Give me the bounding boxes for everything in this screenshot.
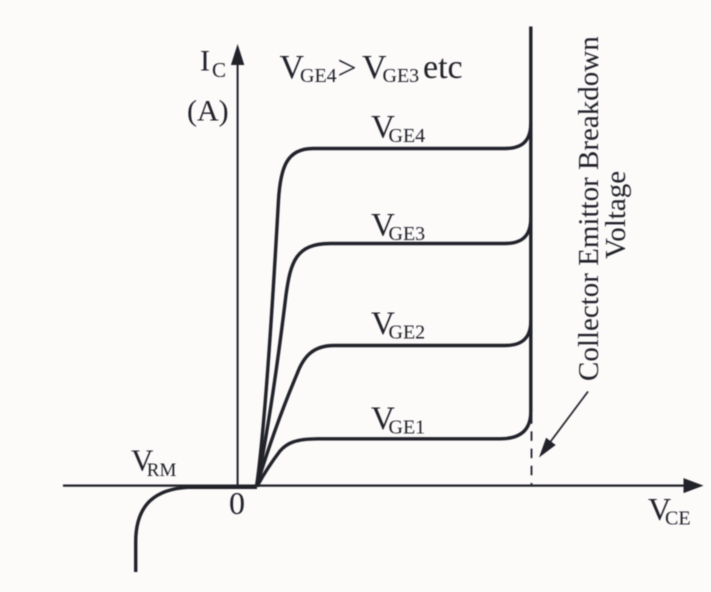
svg-text:V: V <box>648 491 671 527</box>
svg-text:GE3: GE3 <box>383 65 420 87</box>
svg-text:GE1: GE1 <box>389 417 426 439</box>
svg-text:etc: etc <box>423 49 463 86</box>
svg-text:>: > <box>338 50 357 87</box>
svg-text:Collector Emittor Breakdown: Collector Emittor Breakdown <box>573 36 605 381</box>
svg-text:RM: RM <box>147 460 177 481</box>
svg-text:V: V <box>131 443 154 478</box>
svg-text:C: C <box>212 58 226 82</box>
svg-text:0: 0 <box>229 485 245 521</box>
svg-text:(A): (A) <box>187 95 229 128</box>
svg-text:GE3: GE3 <box>389 223 426 245</box>
svg-text:GE2: GE2 <box>389 322 426 344</box>
svg-text:V: V <box>280 49 305 86</box>
svg-text:GE4: GE4 <box>300 65 337 87</box>
svg-text:V: V <box>371 208 395 244</box>
svg-text:GE4: GE4 <box>389 125 426 147</box>
svg-text:V: V <box>371 401 395 437</box>
svg-text:V: V <box>371 306 395 342</box>
svg-text:V: V <box>371 110 395 146</box>
svg-text:V: V <box>362 49 387 86</box>
svg-text:I: I <box>200 45 210 78</box>
svg-text:Voltage: Voltage <box>600 171 632 259</box>
svg-text:CE: CE <box>665 508 691 530</box>
